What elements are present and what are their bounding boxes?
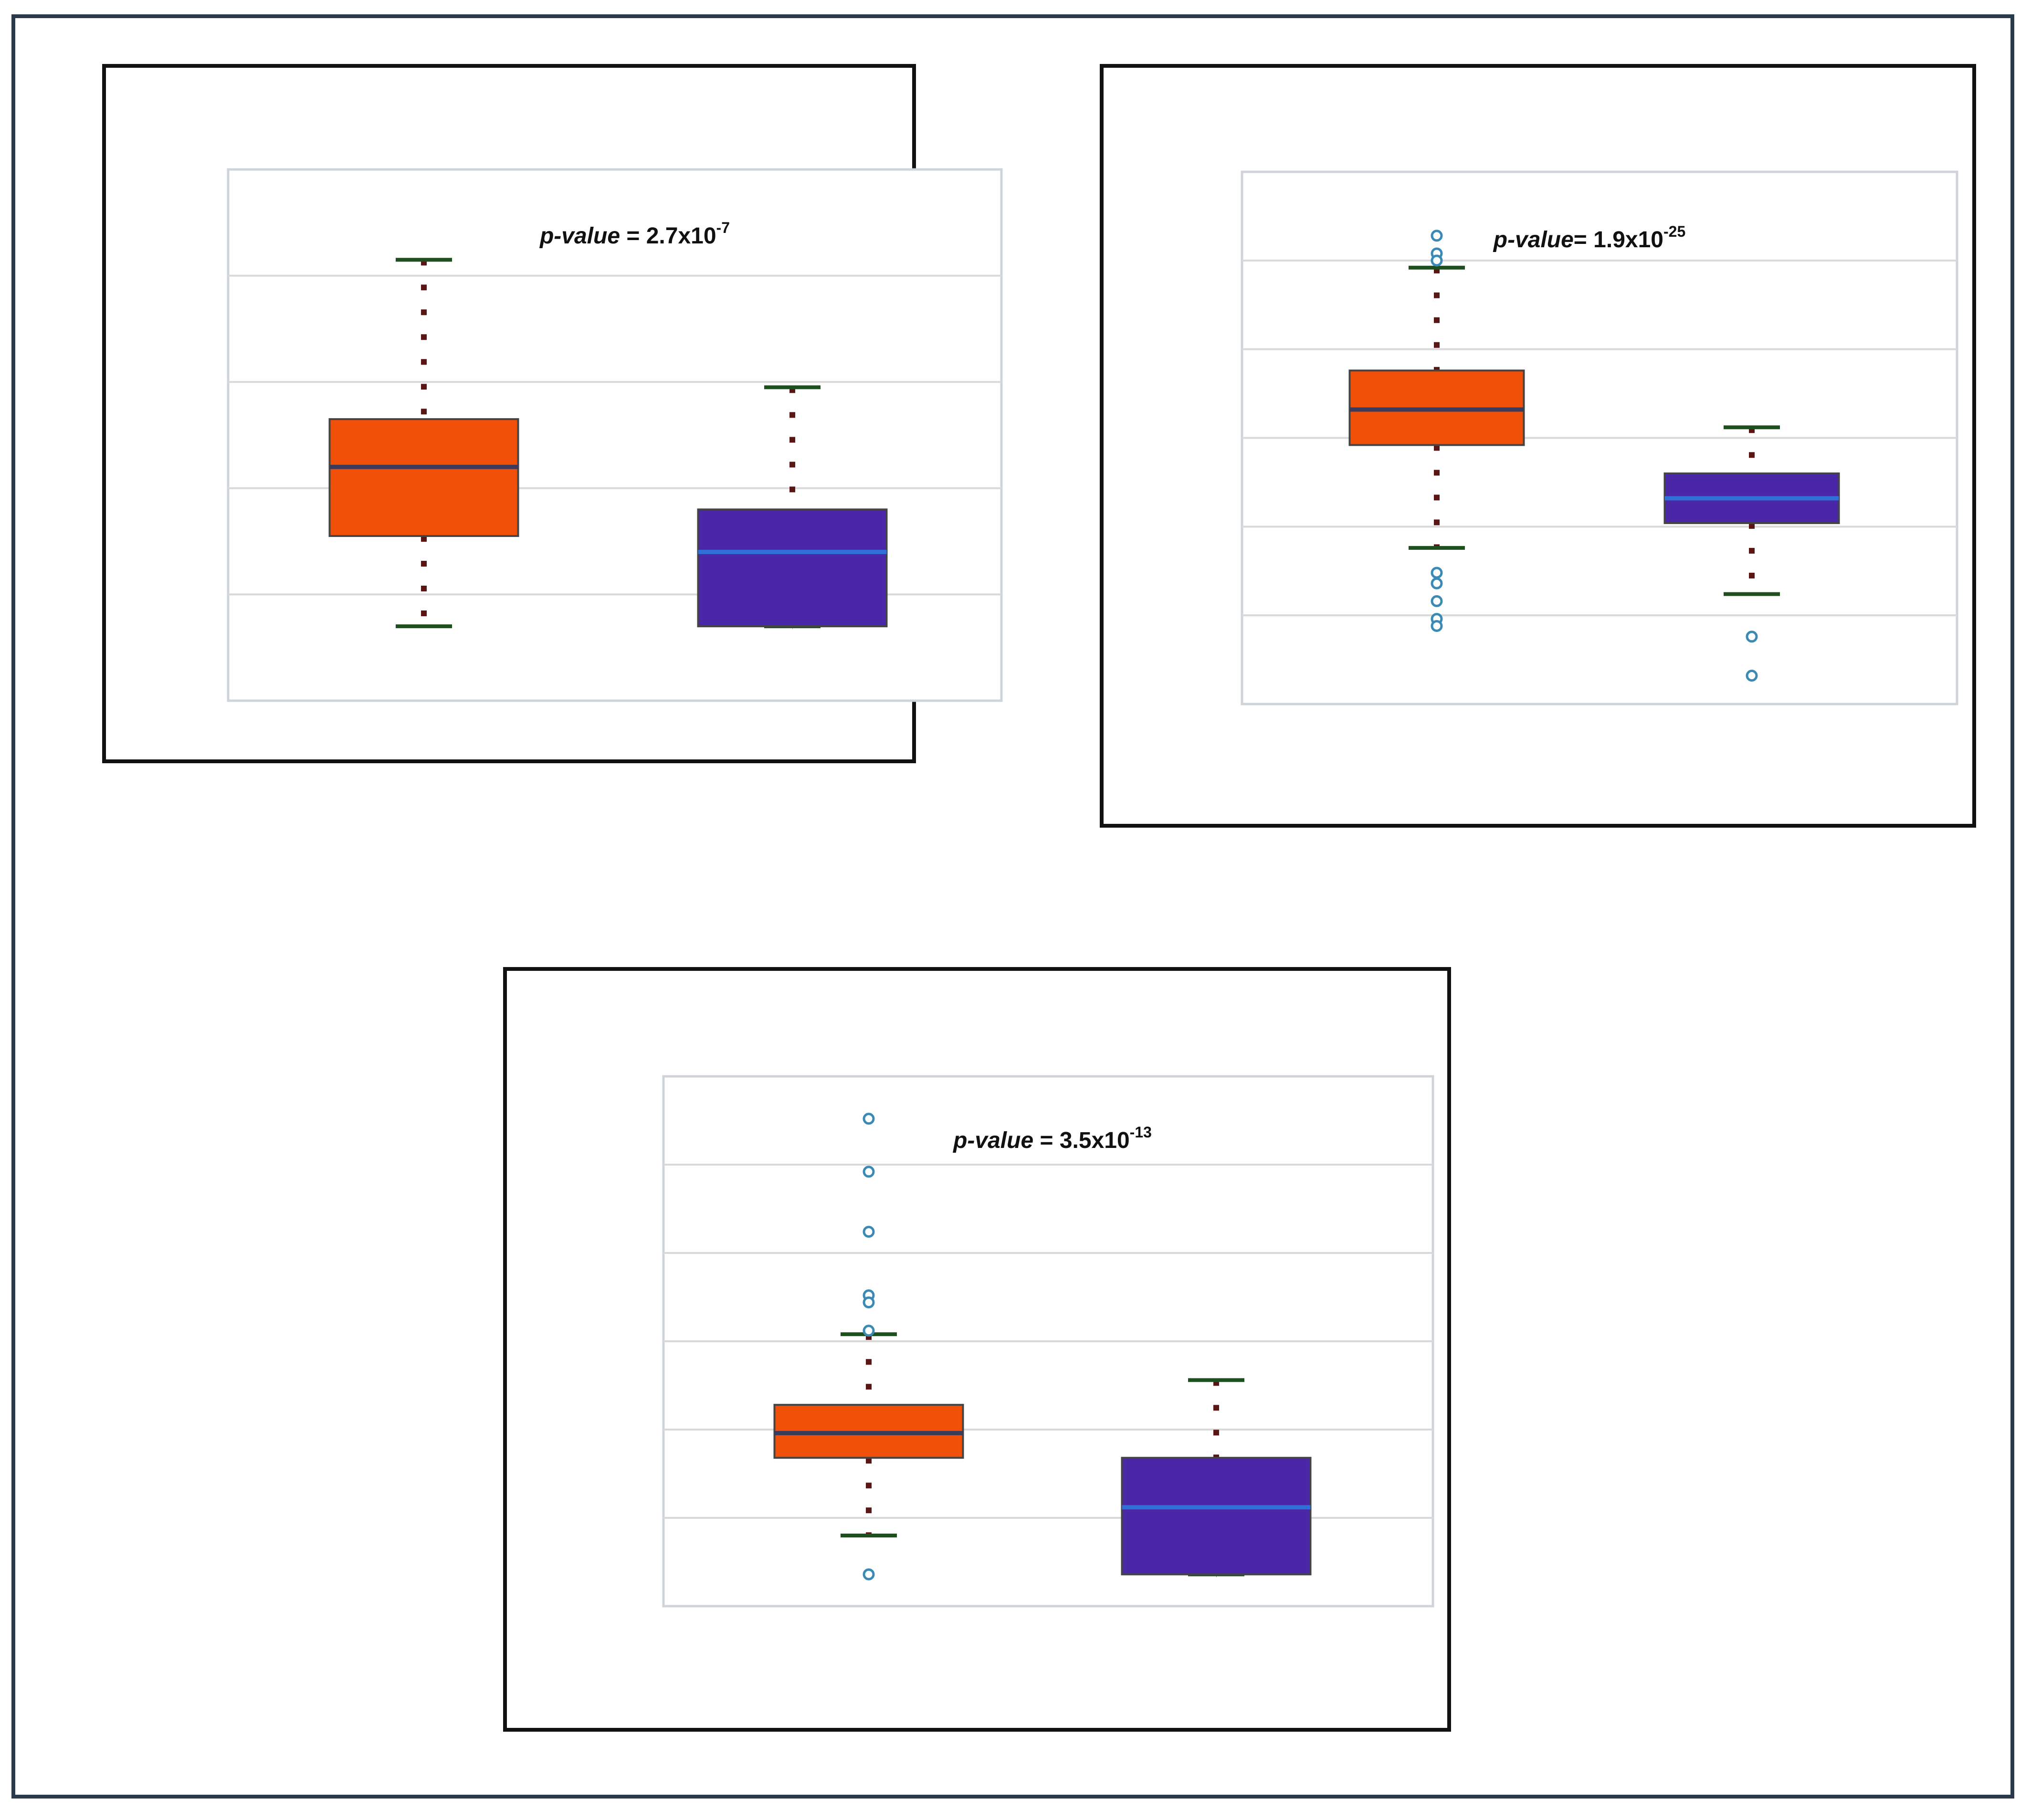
p-value-number: = 3.5x10 [1033, 1128, 1130, 1153]
p-value-exponent: -13 [1130, 1124, 1152, 1141]
outlier-point [863, 1113, 875, 1125]
p-value-label: p-value = 3.5x10-13 [952, 1124, 1152, 1153]
p-value-number: = 1.9x10 [1574, 227, 1663, 252]
panel-a: p-value = 2.7x10-7 [102, 64, 1003, 763]
outlier-point [863, 1166, 875, 1178]
normal-box [697, 508, 888, 628]
cancer-box [328, 418, 519, 537]
outlier-point [1431, 567, 1443, 579]
p-value-exponent: -7 [716, 219, 730, 236]
p-value-exponent: -25 [1663, 223, 1685, 240]
p-value-prefix: p-value [952, 1128, 1033, 1153]
panel-b: p-value= 1.9x10-25 [1100, 64, 1976, 828]
outlier-point [1431, 595, 1443, 607]
outlier-point [1746, 670, 1758, 682]
outlier-point [863, 1296, 875, 1309]
p-value-label: p-value= 1.9x10-25 [1493, 223, 1685, 252]
p-value-label: p-value = 2.7x10-7 [539, 219, 730, 249]
p-value-prefix: p-value [539, 223, 620, 249]
outlier-point [1431, 577, 1443, 589]
outlier-point [1746, 631, 1758, 643]
p-value-prefix: p-value [1493, 227, 1574, 252]
outlier-point [1431, 230, 1443, 242]
p-value-number: = 2.7x10 [620, 223, 716, 249]
outlier-point [863, 1325, 875, 1337]
panel-c: p-value = 3.5x10-13 [503, 967, 1451, 1732]
outlier-point [1431, 620, 1443, 632]
outlier-point [863, 1226, 875, 1238]
outlier-point [1431, 254, 1443, 267]
normal-box [1121, 1457, 1312, 1576]
outlier-point [863, 1568, 875, 1580]
